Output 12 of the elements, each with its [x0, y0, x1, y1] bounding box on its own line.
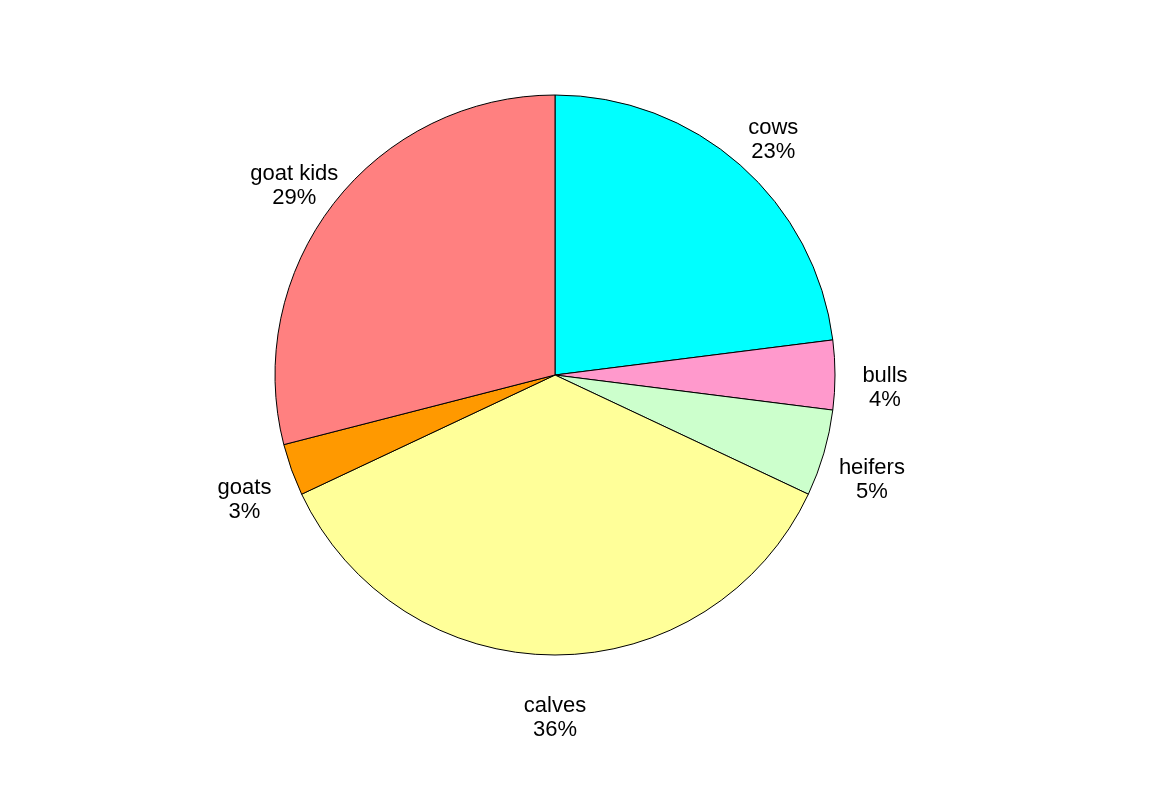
data-label: 5%	[856, 478, 888, 504]
slice-label: bulls	[862, 362, 908, 387]
data-label: 3%	[228, 497, 261, 523]
slice-label: calves	[523, 692, 587, 717]
data-label: 23%	[751, 138, 796, 164]
data-label: 29%	[272, 183, 317, 209]
slice-label: cows	[748, 114, 799, 140]
slice-label: goat kids	[250, 159, 339, 185]
slice-label: goats	[217, 473, 272, 499]
data-label: 36%	[532, 716, 578, 741]
slice-label: heifers	[838, 454, 905, 480]
data-label: 4%	[869, 386, 901, 411]
